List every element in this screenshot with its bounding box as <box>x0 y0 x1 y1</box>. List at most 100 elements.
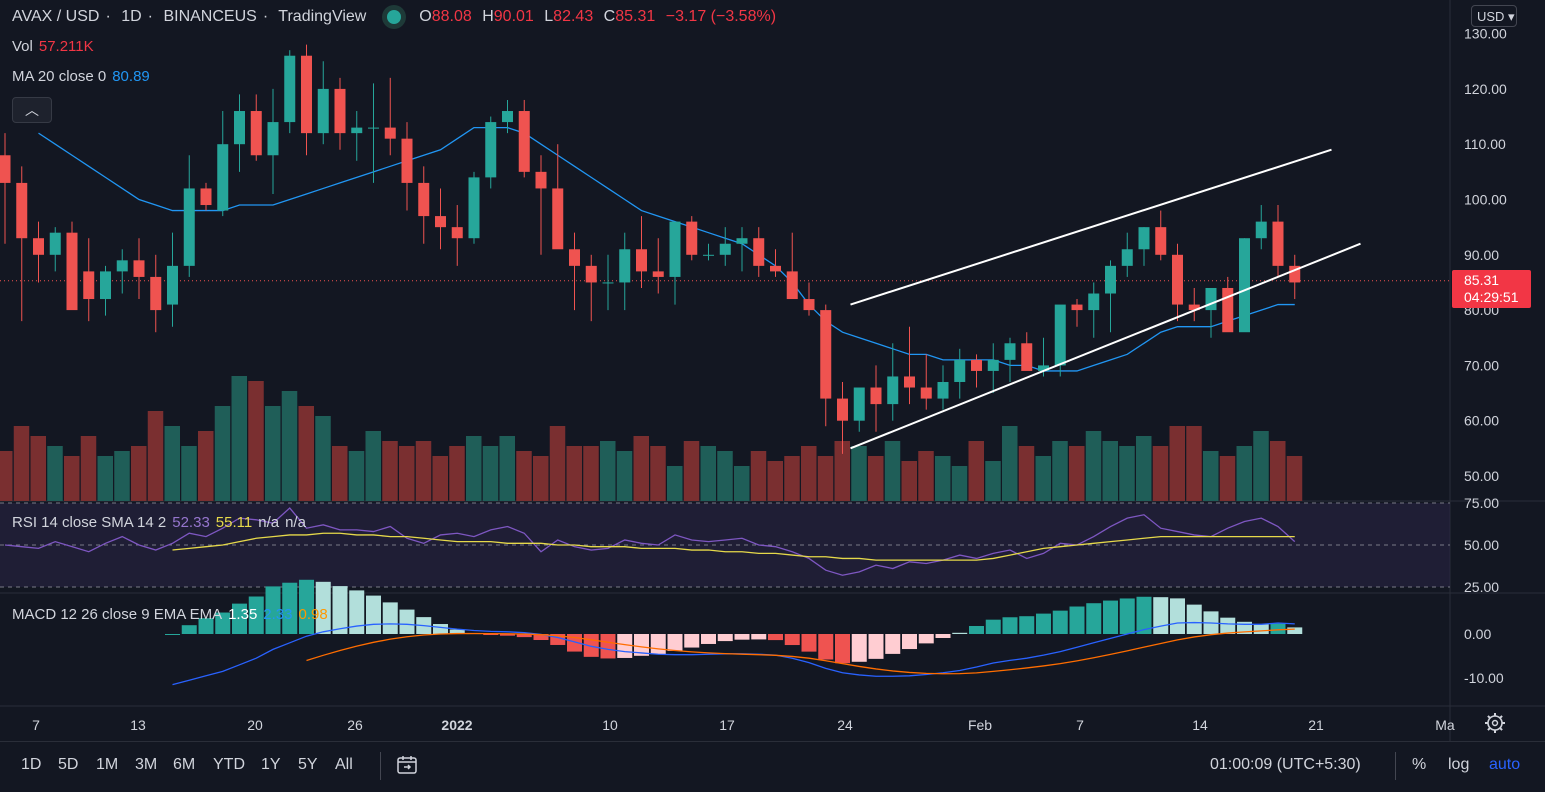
candle-body <box>937 381 949 399</box>
macd-histogram-bar <box>701 634 716 644</box>
timeframe-3m[interactable]: 3M <box>135 756 158 773</box>
macd-histogram-bar <box>349 590 365 634</box>
volume-bar <box>415 441 432 501</box>
date-tick-label: 26 <box>347 717 363 733</box>
macd-histogram-bar <box>198 618 214 634</box>
macd-legend[interactable]: MACD 12 26 close 9 EMA EMA 1.35 2.33 0.98 <box>12 606 334 623</box>
candle-body <box>1038 365 1049 371</box>
macd-histogram-bar <box>1220 617 1236 634</box>
candle-body <box>987 359 999 371</box>
volume-bar <box>164 426 180 501</box>
candle-body <box>368 127 379 129</box>
candle-body <box>234 111 245 145</box>
symbol-separator: · <box>105 8 111 25</box>
volume-legend[interactable]: Vol 57.211K <box>12 38 100 55</box>
volume-bar <box>265 406 281 501</box>
trend-channel[interactable] <box>850 148 1361 450</box>
ohlc-close: 85.31 <box>615 8 656 25</box>
candle-body <box>1121 249 1133 266</box>
volume-bar <box>1152 446 1169 501</box>
currency-select[interactable]: USD ▾ <box>1471 5 1517 27</box>
auto-scale-toggle[interactable]: auto <box>1489 756 1521 773</box>
macd-histogram-bar <box>1186 604 1202 634</box>
timeframe-5d[interactable]: 5D <box>58 756 79 773</box>
macd-histogram-bar <box>835 634 850 664</box>
rsi-panel <box>0 502 1450 588</box>
volume-bar <box>616 451 633 501</box>
percent-toggle[interactable]: % <box>1412 756 1427 773</box>
timeframe-5y[interactable]: 5Y <box>298 756 318 773</box>
candle-body <box>167 265 178 305</box>
settings-gear-icon[interactable] <box>1485 713 1505 733</box>
volume-bar <box>432 456 448 501</box>
ohlc-change: −3.17 (−3.58%) <box>665 8 777 25</box>
candle-body <box>686 221 698 255</box>
date-tick-label: 10 <box>602 717 618 733</box>
timeframe-1m[interactable]: 1M <box>96 756 119 773</box>
volume-bar <box>1069 446 1085 501</box>
macd-histogram-bar <box>1253 624 1269 634</box>
macd-histogram-bar <box>500 634 515 636</box>
candle-body <box>1004 343 1016 360</box>
timeframe-6m[interactable]: 6M <box>173 756 196 773</box>
chart-canvas[interactable]: 50.0060.0070.0080.0090.00100.00110.00120… <box>0 0 1545 741</box>
candle-body <box>1155 227 1167 255</box>
volume-bar <box>1169 426 1185 501</box>
macd-histogram-bar <box>1119 598 1135 634</box>
macd-histogram-bar <box>902 634 917 650</box>
volume-bar <box>449 446 465 501</box>
candle-body <box>49 232 61 255</box>
rsi-tick-label: 25.00 <box>1464 579 1499 595</box>
candle-body <box>116 260 128 272</box>
log-toggle[interactable]: log <box>1448 756 1470 773</box>
volume-bars <box>0 376 1303 501</box>
volume-bar <box>30 436 46 501</box>
candle-body <box>1255 221 1267 239</box>
candle-body <box>1272 221 1284 266</box>
timeframe-all[interactable]: All <box>335 756 353 773</box>
candle-body <box>66 232 78 311</box>
clock-timezone[interactable]: 01:00:09 (UTC+5:30) <box>1210 756 1361 773</box>
candle-body <box>887 376 899 405</box>
volume-bar <box>1002 426 1018 501</box>
ma-legend[interactable]: MA 20 close 0 80.89 <box>12 68 156 85</box>
volume-bar <box>968 441 984 501</box>
symbol-name[interactable]: AVAX / USD <box>12 8 100 25</box>
rsi-na-2: n/a <box>285 514 306 531</box>
candle-body <box>770 265 781 272</box>
macd-histogram-bar <box>215 612 231 634</box>
candle-body <box>518 111 530 172</box>
macd-histogram-bar <box>768 634 783 641</box>
rsi-sma-value: 55.11 <box>215 514 253 531</box>
macd-signal-value: 0.98 <box>298 606 328 623</box>
go-to-date-icon[interactable] <box>395 753 419 782</box>
ohlc-low: 82.43 <box>553 8 594 25</box>
volume-bar <box>884 441 901 501</box>
rsi-legend[interactable]: RSI 14 close SMA 14 2 52.33 55.11 n/a n/a <box>12 514 312 531</box>
volume-bar <box>114 451 130 501</box>
interval-label[interactable]: 1D <box>121 8 142 25</box>
signal-line <box>306 628 1295 675</box>
macd-histogram-bar <box>1002 617 1018 634</box>
rsi-label: RSI 14 close SMA 14 2 <box>12 514 167 531</box>
volume-bar <box>399 446 415 501</box>
macd-histogram-bar <box>1052 610 1068 634</box>
timeframe-1y[interactable]: 1Y <box>261 756 281 773</box>
candle-body <box>652 271 664 277</box>
macd-histogram-bar <box>282 582 298 634</box>
timeframe-1d[interactable]: 1D <box>21 756 42 773</box>
price-tick-label: 60.00 <box>1464 413 1499 429</box>
volume-bar <box>248 381 264 501</box>
macd-histogram-bar <box>634 634 649 656</box>
volume-bar <box>131 446 147 501</box>
ohlc-close-label: C <box>603 8 616 25</box>
timeframe-ytd[interactable]: YTD <box>213 756 245 773</box>
last-price: 85.31 <box>1464 272 1500 288</box>
macd-histogram-bar <box>784 634 800 646</box>
macd-histogram-bar <box>265 586 281 634</box>
volume-bar <box>298 406 314 501</box>
collapse-legend-button[interactable]: ︿ <box>12 97 52 123</box>
volume-bar <box>1219 456 1236 501</box>
macd-tick-label: 0.00 <box>1464 626 1491 642</box>
candle-body <box>384 127 396 139</box>
